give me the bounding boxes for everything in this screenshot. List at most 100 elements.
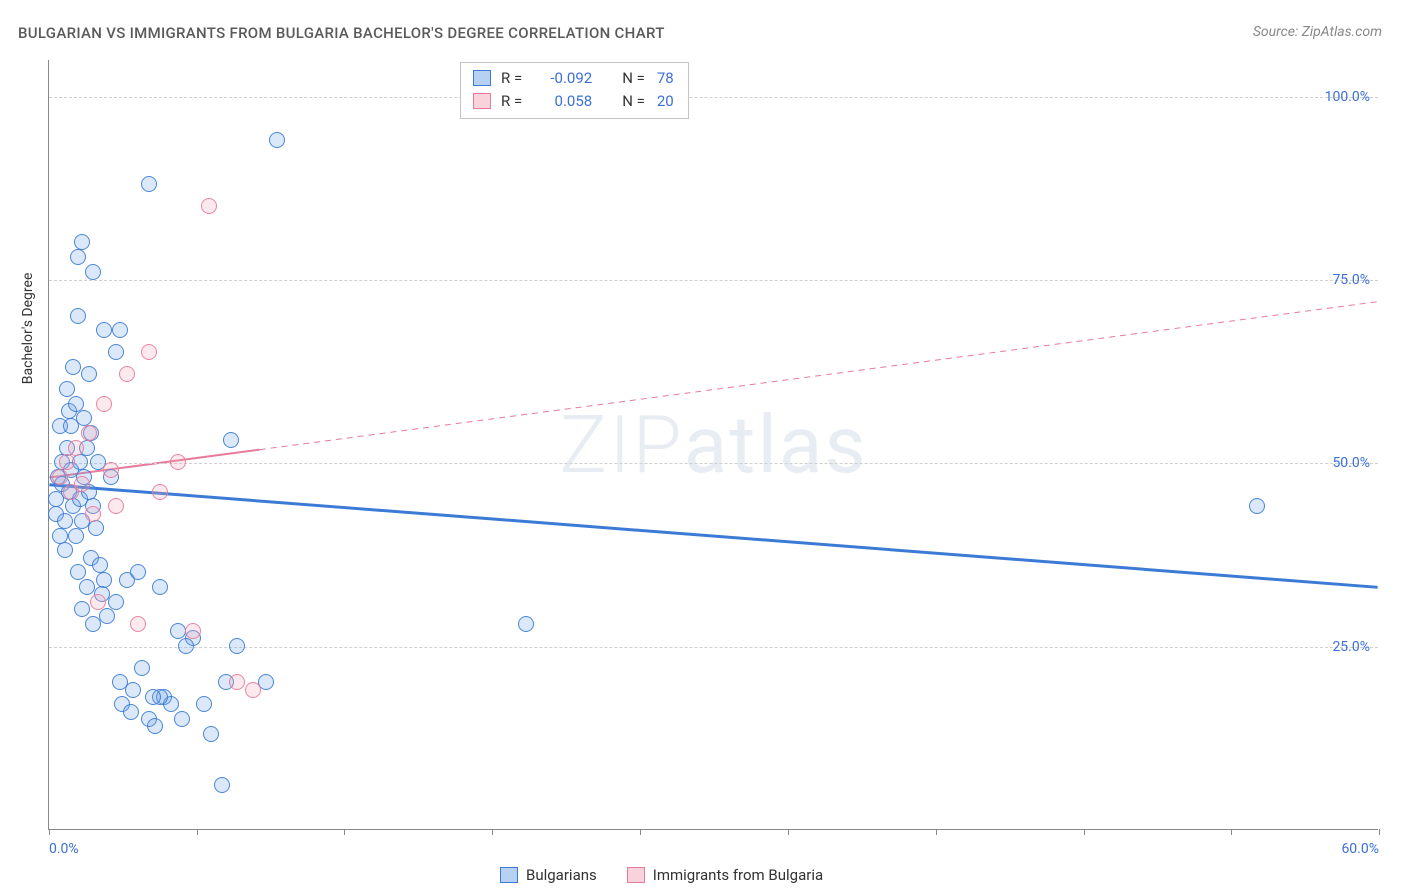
scatter-point — [59, 381, 75, 397]
scatter-point — [81, 366, 97, 382]
swatch-icon — [473, 70, 491, 86]
gridline — [49, 647, 1378, 648]
trend-line-ext-immigrants — [260, 302, 1378, 450]
scatter-point — [85, 264, 101, 280]
chart-container: BULGARIAN VS IMMIGRANTS FROM BULGARIA BA… — [0, 0, 1406, 892]
scatter-point — [123, 704, 139, 720]
plot-area: ZIPatlas 25.0%50.0%75.0%100.0%0.0%60.0% — [48, 60, 1378, 830]
scatter-point — [96, 572, 112, 588]
x-tick — [492, 829, 493, 835]
scatter-point — [130, 564, 146, 580]
scatter-point — [174, 711, 190, 727]
gridline — [49, 463, 1378, 464]
x-tick — [344, 829, 345, 835]
x-tick — [936, 829, 937, 835]
scatter-point — [74, 234, 90, 250]
scatter-point — [170, 623, 186, 639]
scatter-point — [76, 410, 92, 426]
scatter-point — [96, 396, 112, 412]
scatter-point — [229, 674, 245, 690]
scatter-point — [90, 594, 106, 610]
n-label: N = — [622, 90, 645, 113]
legend-label: Immigrants from Bulgaria — [653, 866, 823, 884]
scatter-point — [88, 520, 104, 536]
x-tick-label: 60.0% — [1341, 841, 1379, 857]
legend-item-bulgarians: Bulgarians — [500, 866, 597, 884]
swatch-icon — [627, 867, 645, 883]
r-label: R = — [501, 90, 522, 113]
scatter-point — [145, 689, 161, 705]
scatter-point — [147, 718, 163, 734]
gridline — [49, 97, 1378, 98]
swatch-icon — [500, 867, 518, 883]
scatter-point — [79, 579, 95, 595]
x-tick-label: 0.0% — [49, 841, 79, 857]
legend-bottom: Bulgarians Immigrants from Bulgaria — [500, 866, 823, 884]
trend-lines-layer — [49, 60, 1378, 829]
scatter-point — [74, 476, 90, 492]
scatter-point — [59, 454, 75, 470]
scatter-point — [81, 425, 97, 441]
r-value: -0.092 — [534, 67, 592, 90]
x-tick — [197, 829, 198, 835]
scatter-point — [108, 344, 124, 360]
scatter-point — [68, 528, 84, 544]
scatter-point — [1249, 498, 1265, 514]
scatter-point — [196, 696, 212, 712]
x-tick — [1084, 829, 1085, 835]
scatter-point — [152, 484, 168, 500]
y-tick-label: 100.0% — [1325, 89, 1370, 105]
y-axis-label: Bachelor's Degree — [20, 273, 36, 385]
scatter-point — [185, 623, 201, 639]
scatter-point — [245, 682, 261, 698]
n-label: N = — [622, 67, 645, 90]
scatter-point — [68, 396, 84, 412]
source-label: Source: ZipAtlas.com — [1253, 24, 1382, 40]
scatter-point — [52, 528, 68, 544]
trend-line-bulgarians — [49, 485, 1377, 588]
scatter-point — [201, 198, 217, 214]
scatter-point — [68, 440, 84, 456]
scatter-point — [214, 777, 230, 793]
stats-row-immigrants: R =0.058N =20 — [473, 90, 674, 113]
y-tick-label: 50.0% — [1332, 455, 1370, 471]
r-value: 0.058 — [534, 90, 592, 113]
scatter-point — [99, 608, 115, 624]
scatter-point — [85, 506, 101, 522]
scatter-point — [178, 638, 194, 654]
gridline — [49, 280, 1378, 281]
scatter-point — [125, 682, 141, 698]
scatter-point — [134, 660, 150, 676]
n-value: 78 — [657, 67, 674, 90]
y-tick-label: 25.0% — [1332, 639, 1370, 655]
chart-title: BULGARIAN VS IMMIGRANTS FROM BULGARIA BA… — [18, 24, 665, 42]
stats-legend-box: R =-0.092N =78R =0.058N =20 — [460, 62, 689, 119]
scatter-point — [70, 308, 86, 324]
y-tick-label: 75.0% — [1332, 272, 1370, 288]
legend-item-immigrants: Immigrants from Bulgaria — [627, 866, 823, 884]
scatter-point — [223, 432, 239, 448]
stats-row-bulgarians: R = -0.092 N = 78 — [473, 67, 674, 90]
x-tick — [640, 829, 641, 835]
scatter-point — [52, 469, 68, 485]
scatter-point — [130, 616, 146, 632]
scatter-point — [152, 579, 168, 595]
scatter-point — [92, 557, 108, 573]
r-label: R = — [501, 67, 522, 90]
scatter-point — [103, 462, 119, 478]
scatter-point — [70, 249, 86, 265]
scatter-point — [170, 454, 186, 470]
scatter-point — [70, 564, 86, 580]
scatter-point — [57, 542, 73, 558]
scatter-point — [65, 359, 81, 375]
scatter-point — [112, 322, 128, 338]
scatter-point — [57, 513, 73, 529]
scatter-point — [74, 601, 90, 617]
swatch-icon — [473, 93, 491, 109]
x-tick — [1379, 829, 1380, 835]
watermark: ZIPatlas — [559, 398, 867, 492]
scatter-point — [119, 366, 135, 382]
scatter-point — [141, 176, 157, 192]
x-tick — [49, 829, 50, 835]
scatter-point — [141, 344, 157, 360]
